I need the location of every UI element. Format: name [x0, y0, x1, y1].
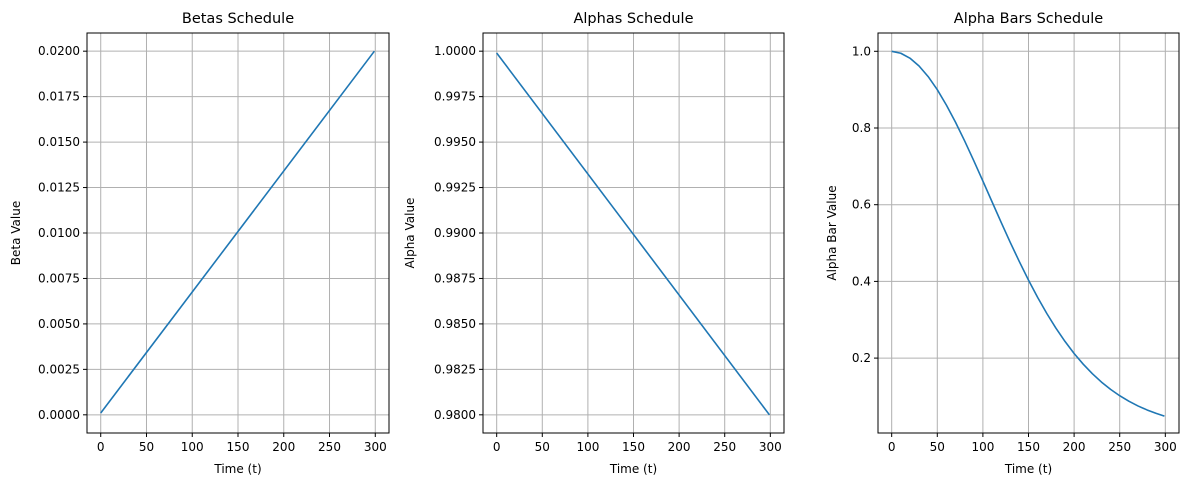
- series-line: [100, 50, 375, 414]
- y-axis-label: Alpha Value: [403, 198, 417, 269]
- series-line: [891, 50, 1165, 417]
- x-tick-label: 150: [622, 440, 645, 454]
- series-line: [496, 52, 771, 416]
- y-tick-label: 0.0000: [38, 408, 80, 422]
- x-tick-label: 300: [759, 440, 782, 454]
- y-tick-label: 1.0000: [434, 44, 476, 58]
- x-tick-label: 250: [713, 440, 736, 454]
- x-tick-label: 100: [181, 440, 204, 454]
- x-tick-label: 250: [318, 440, 341, 454]
- x-tick-label: 150: [227, 440, 250, 454]
- x-axis-label: Time (t): [1004, 462, 1052, 476]
- y-tick-label: 0.4: [852, 274, 871, 288]
- x-tick-label: 50: [535, 440, 550, 454]
- y-tick-label: 0.9950: [434, 135, 476, 149]
- y-axis-label: Alpha Bar Value: [825, 185, 839, 280]
- x-tick-label: 50: [139, 440, 154, 454]
- y-tick-label: 0.0200: [38, 44, 80, 58]
- y-tick-label: 0.9925: [434, 181, 476, 195]
- x-tick-label: 200: [1063, 440, 1086, 454]
- chart-title: Alphas Schedule: [573, 11, 693, 27]
- y-tick-label: 0.9875: [434, 271, 476, 285]
- y-tick-label: 0.0075: [38, 271, 80, 285]
- x-tick-label: 200: [272, 440, 295, 454]
- y-tick-label: 0.0100: [38, 226, 80, 240]
- y-tick-label: 0.9825: [434, 362, 476, 376]
- x-tick-label: 250: [1108, 440, 1131, 454]
- x-tick-label: 0: [97, 440, 105, 454]
- y-tick-label: 0.9850: [434, 317, 476, 331]
- panel-alphas: 0 50 100 150 200 250 300 0.9800 0.9825 0.9850 0.9…: [403, 11, 785, 476]
- y-tick-label: 0.6: [852, 198, 871, 212]
- x-tick-label: 100: [971, 440, 994, 454]
- y-axis-label: Beta Value: [9, 201, 23, 265]
- x-tick-label: 50: [930, 440, 945, 454]
- y-tick-label: 0.9800: [434, 408, 476, 422]
- y-tick-label: 0.0150: [38, 135, 80, 149]
- y-tick-label: 0.8: [852, 121, 871, 135]
- y-tick-label: 1.0: [852, 44, 871, 58]
- x-axis-label: Time (t): [213, 462, 261, 476]
- y-tick-label: 0.0025: [38, 362, 80, 376]
- chart-title: Betas Schedule: [182, 11, 294, 27]
- x-tick-label: 150: [1017, 440, 1040, 454]
- y-tick-label: 0.0125: [38, 181, 80, 195]
- x-tick-label: 300: [1154, 440, 1177, 454]
- x-axis-label: Time (t): [609, 462, 657, 476]
- y-tick-label: 0.0050: [38, 317, 80, 331]
- y-tick-label: 0.9900: [434, 226, 476, 240]
- x-tick-label: 100: [576, 440, 599, 454]
- y-tick-label: 0.9975: [434, 90, 476, 104]
- y-tick-label: 0.0175: [38, 90, 80, 104]
- panel-alpha-bars: 0 50 100 150 200 250 300 0.2 0.4 0.6 0.8 1.0 Alpha…: [825, 11, 1180, 476]
- x-tick-label: 200: [668, 440, 691, 454]
- panel-betas: 0 50 100 150 200 250 300 0.0000 0.0025 0.0050 0.0…: [9, 11, 390, 476]
- x-tick-label: 300: [364, 440, 387, 454]
- y-tick-label: 0.2: [852, 351, 871, 365]
- x-tick-label: 0: [493, 440, 501, 454]
- chart-title: Alpha Bars Schedule: [954, 11, 1104, 27]
- x-tick-label: 0: [888, 440, 896, 454]
